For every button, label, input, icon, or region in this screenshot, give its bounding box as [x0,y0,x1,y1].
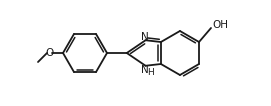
Text: OH: OH [212,20,228,30]
Text: N: N [141,32,149,42]
Text: N: N [141,65,149,75]
Text: H: H [147,68,154,77]
Text: O: O [46,48,54,58]
